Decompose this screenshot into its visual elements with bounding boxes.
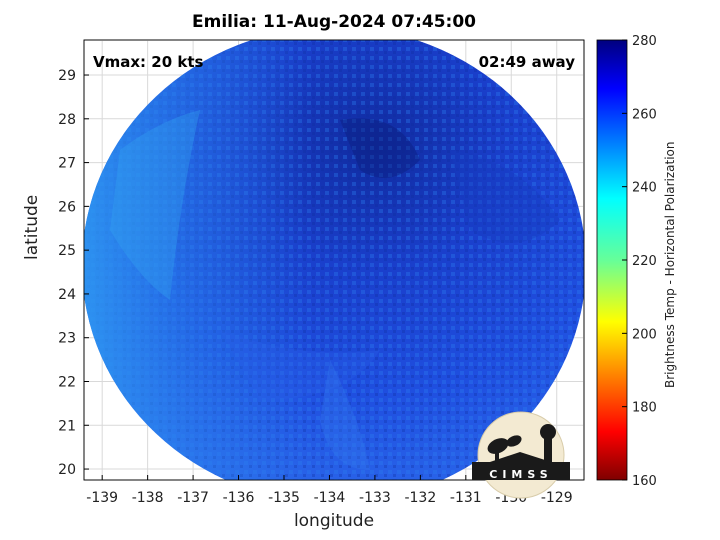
- colorbar-tick-label: 160: [632, 474, 657, 489]
- vmax-label: Vmax: 20 kts: [93, 53, 204, 71]
- x-axis-label: longitude: [293, 511, 375, 531]
- colorbar-tick-label: 220: [632, 254, 657, 269]
- y-tick-label: 24: [58, 287, 76, 303]
- time-away-label: 02:49 away: [478, 53, 575, 71]
- y-tick-label: 25: [58, 243, 76, 259]
- map-title: Emilia: 11-Aug-2024 07:45:00: [192, 12, 476, 32]
- colorbar-tick-labels: 160 180 200 220 240 260 280: [622, 34, 657, 489]
- y-tick-label: 28: [58, 112, 76, 128]
- y-tick-label: 26: [58, 199, 76, 215]
- cimss-logo: CIMSS: [472, 411, 570, 499]
- colorbar-tick-label: 240: [632, 181, 657, 196]
- x-tick-label: -136: [223, 490, 255, 506]
- y-tick-label: 27: [58, 156, 76, 172]
- x-tick-label: -139: [86, 490, 118, 506]
- y-tick-label: 21: [58, 418, 76, 434]
- y-tick-labels: 20 21 22 23 24 25 26 27 28 29: [58, 68, 89, 478]
- cimss-logo-text: CIMSS: [489, 468, 552, 481]
- x-tick-label: -138: [132, 490, 164, 506]
- y-tick-label: 22: [58, 374, 76, 390]
- colorbar-tick-label: 180: [632, 401, 657, 416]
- y-tick-label: 20: [58, 462, 76, 478]
- colorbar-tick-label: 260: [632, 107, 657, 122]
- colorbar-tick-label: 280: [632, 34, 657, 49]
- satellite-swath: [84, 40, 584, 480]
- x-tick-label: -137: [177, 490, 209, 506]
- x-tick-label: -135: [268, 490, 300, 506]
- x-tick-labels: -139 -138 -137 -136 -135 -134 -133 -132 -131 -130…: [86, 475, 573, 506]
- y-axis-label: latitude: [22, 194, 42, 260]
- x-tick-label: -132: [404, 490, 436, 506]
- x-tick-label: -129: [541, 490, 573, 506]
- x-tick-label: -131: [450, 490, 482, 506]
- colorbar-label: Brightness Temp - Horizontal Polarizatio…: [663, 141, 677, 388]
- colorbar-tick-label: 200: [632, 327, 657, 342]
- y-tick-label: 23: [58, 331, 76, 347]
- y-tick-label: 29: [58, 68, 76, 84]
- x-tick-label: -134: [314, 490, 346, 506]
- x-tick-label: -133: [359, 490, 391, 506]
